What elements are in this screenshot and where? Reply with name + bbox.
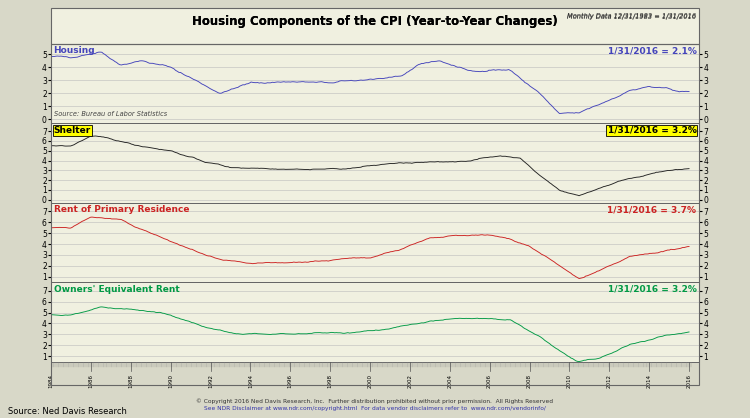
- Text: 2004: 2004: [447, 374, 452, 388]
- Text: 2012: 2012: [607, 374, 612, 388]
- Text: 1/31/2016 = 2.1%: 1/31/2016 = 2.1%: [608, 46, 697, 55]
- Text: Housing Components of the CPI (Year-to-Year Changes): Housing Components of the CPI (Year-to-Y…: [192, 15, 558, 28]
- Text: 1992: 1992: [208, 374, 213, 388]
- Text: Rent of Primary Residence: Rent of Primary Residence: [53, 205, 189, 214]
- Text: Monthly Data 12/31/1983 = 1/31/2016: Monthly Data 12/31/1983 = 1/31/2016: [567, 14, 696, 20]
- Text: 1986: 1986: [88, 374, 94, 388]
- Text: Shelter: Shelter: [53, 126, 91, 135]
- Text: 1988: 1988: [128, 374, 133, 388]
- Text: 2000: 2000: [368, 374, 373, 388]
- Text: Source: Ned Davis Research: Source: Ned Davis Research: [8, 407, 126, 416]
- Text: © Copyright 2016 Ned Davis Research, Inc.  Further distribution prohibited witho: © Copyright 2016 Ned Davis Research, Inc…: [196, 398, 554, 403]
- Text: 2010: 2010: [567, 374, 572, 388]
- Text: 2006: 2006: [488, 374, 492, 388]
- Text: Source: Bureau of Labor Statistics: Source: Bureau of Labor Statistics: [53, 111, 166, 117]
- Text: 1990: 1990: [168, 374, 173, 388]
- Text: 1994: 1994: [248, 374, 253, 388]
- Text: 2008: 2008: [527, 374, 532, 388]
- Text: Monthly Data 12/31/1983 = 1/31/2016: Monthly Data 12/31/1983 = 1/31/2016: [567, 13, 696, 20]
- Text: 2016: 2016: [686, 374, 692, 388]
- Text: Owners' Equivalent Rent: Owners' Equivalent Rent: [53, 285, 179, 293]
- Text: 1996: 1996: [288, 374, 292, 388]
- Text: See NDR Disclaimer at www.ndr.com/copyright.html  For data vendor disclaimers re: See NDR Disclaimer at www.ndr.com/copyri…: [204, 406, 546, 411]
- Text: Housing: Housing: [53, 46, 95, 55]
- Text: 2014: 2014: [646, 374, 652, 388]
- Text: 1/31/2016 = 3.2%: 1/31/2016 = 3.2%: [608, 285, 697, 293]
- Text: Housing Components of the CPI (Year-to-Year Changes): Housing Components of the CPI (Year-to-Y…: [192, 15, 558, 28]
- Text: 1998: 1998: [328, 374, 333, 388]
- Text: 1/31/2016 = 3.7%: 1/31/2016 = 3.7%: [608, 205, 697, 214]
- Text: 1984: 1984: [49, 374, 53, 388]
- Text: 1/31/2016 = 3.2%: 1/31/2016 = 3.2%: [608, 126, 697, 135]
- Text: 2002: 2002: [407, 374, 413, 388]
